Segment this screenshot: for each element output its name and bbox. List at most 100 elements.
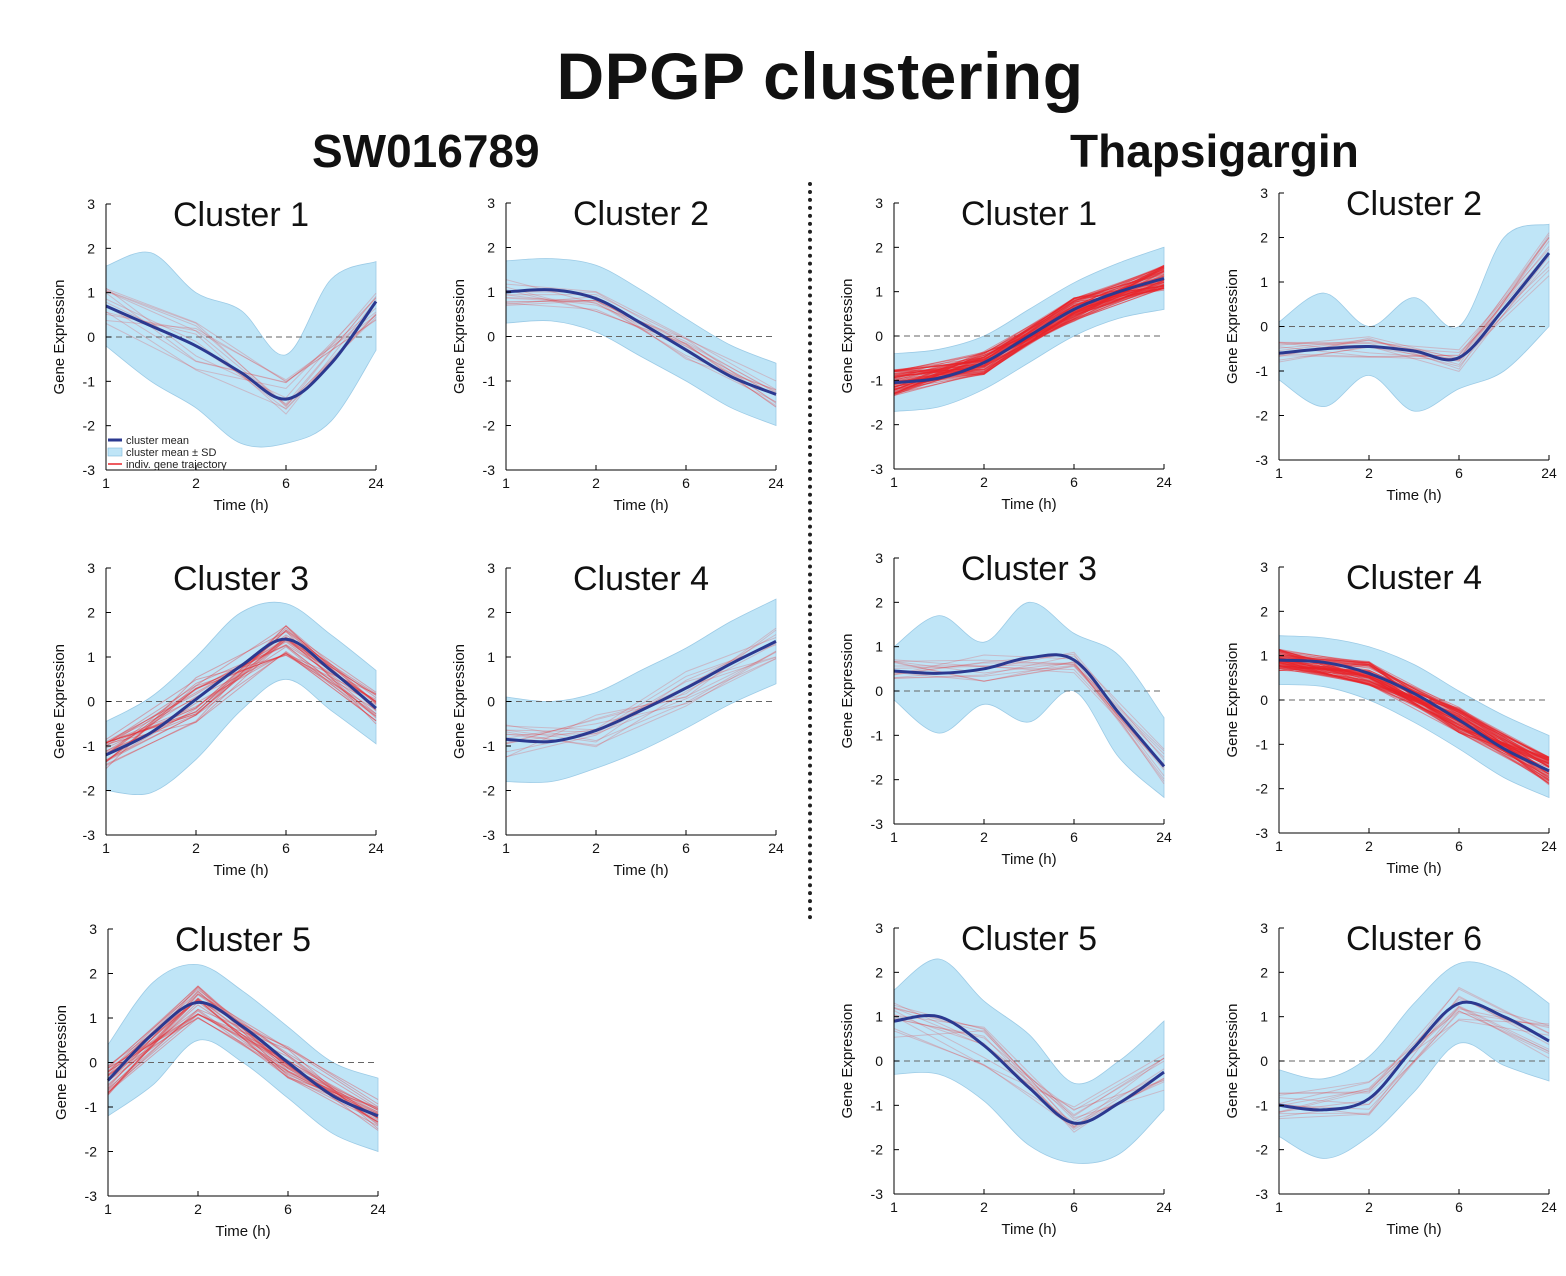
y-tick-label: 3 <box>87 196 95 212</box>
gene-trajectory <box>107 993 379 1110</box>
x-tick-label: 1 <box>1275 465 1283 481</box>
y-tick-label: 3 <box>1260 185 1268 201</box>
x-axis-label: Time (h) <box>1001 851 1056 868</box>
gene-trajectory <box>1278 665 1550 766</box>
cluster-mean-line <box>505 640 777 744</box>
gene-trajectory <box>505 651 777 744</box>
gene-trajectory <box>893 265 1165 380</box>
gene-trajectory <box>893 273 1165 396</box>
gene-trajectory <box>893 278 1165 390</box>
gene-trajectory <box>505 291 777 403</box>
gene-trajectory <box>105 297 377 405</box>
gene-trajectory <box>105 653 377 763</box>
gene-trajectory <box>105 624 377 766</box>
gene-trajectory <box>505 644 777 733</box>
gene-trajectory <box>893 275 1165 375</box>
y-tick-label: 2 <box>487 240 495 256</box>
gene-trajectory <box>1278 664 1550 761</box>
gene-trajectory <box>893 277 1165 371</box>
gene-trajectory <box>893 287 1165 375</box>
gene-trajectory <box>893 266 1165 394</box>
gene-trajectory <box>893 660 1165 782</box>
sd-band <box>107 963 379 1153</box>
gene-trajectory <box>505 658 777 736</box>
y-tick-label: -2 <box>871 772 884 788</box>
gene-trajectory <box>505 283 777 390</box>
x-tick-label: 24 <box>1156 829 1172 845</box>
y-tick-label: 2 <box>1260 230 1268 246</box>
gene-trajectory <box>893 285 1165 374</box>
y-tick-label: -1 <box>871 372 884 388</box>
y-tick-label: -3 <box>85 1188 98 1204</box>
x-axis-label: Time (h) <box>613 497 668 514</box>
gene-trajectory <box>893 659 1165 766</box>
y-tick-label: 3 <box>1260 920 1268 936</box>
gene-trajectory <box>107 997 379 1124</box>
y-axis-label: Gene Expression <box>1224 269 1241 384</box>
y-tick-label: 2 <box>875 594 883 610</box>
y-tick-label: -2 <box>1256 781 1269 797</box>
y-tick-label: 0 <box>1260 319 1268 335</box>
y-tick-label: -1 <box>85 1099 98 1115</box>
x-tick-label: 6 <box>284 1201 292 1217</box>
y-tick-label: -2 <box>871 1142 884 1158</box>
y-tick-label: 3 <box>1260 559 1268 575</box>
gene-trajectory <box>105 646 377 744</box>
y-tick-label: 2 <box>487 605 495 621</box>
y-tick-label: 2 <box>87 605 95 621</box>
gene-trajectory <box>893 267 1165 377</box>
gene-trajectory <box>505 296 777 391</box>
cluster-mean-line <box>105 637 377 757</box>
gene-trajectory <box>893 269 1165 373</box>
gene-trajectory <box>1278 665 1550 758</box>
y-tick-label: -3 <box>1256 452 1269 468</box>
sd-band <box>1278 223 1550 412</box>
gene-trajectory <box>1278 255 1550 372</box>
gene-trajectories <box>893 264 1165 396</box>
x-tick-label: 2 <box>592 475 600 491</box>
x-tick-label: 6 <box>682 475 690 491</box>
sd-band <box>105 251 377 448</box>
x-axis-label: Time (h) <box>613 862 668 879</box>
x-tick-label: 1 <box>890 829 898 845</box>
y-tick-label: -2 <box>1256 408 1269 424</box>
y-tick-label: 3 <box>875 920 883 936</box>
y-tick-label: -1 <box>83 738 96 754</box>
y-tick-label: -3 <box>1256 825 1269 841</box>
y-tick-label: -3 <box>1256 1186 1269 1202</box>
gene-trajectory <box>893 665 1165 768</box>
cluster-title: Cluster 5 <box>175 921 311 959</box>
gene-trajectory <box>893 282 1165 394</box>
gene-trajectory <box>107 992 379 1101</box>
cluster-panel: -3 -2 -1 0 1 2 3 1 2 6 24 Time (h) Gene Expression Cl… <box>839 550 1172 868</box>
y-tick-label: 1 <box>1260 274 1268 290</box>
gene-trajectory <box>1278 269 1550 360</box>
y-tick-label: 1 <box>1260 648 1268 664</box>
gene-trajectory <box>1278 248 1550 351</box>
gene-trajectory <box>105 287 377 399</box>
x-axis-label: Time (h) <box>1001 1221 1056 1238</box>
gene-trajectory <box>1278 660 1550 768</box>
gene-trajectory <box>1278 246 1550 359</box>
legend-label: indiv. gene trajectory <box>126 459 227 471</box>
y-tick-label: 0 <box>875 683 883 699</box>
gene-trajectory <box>505 651 777 746</box>
gene-trajectory <box>1278 666 1550 778</box>
gene-trajectory <box>893 663 1165 752</box>
y-tick-label: 3 <box>89 921 97 937</box>
x-tick-label: 2 <box>192 475 200 491</box>
gene-trajectory <box>1278 652 1550 762</box>
gene-trajectory <box>893 1008 1165 1128</box>
gene-trajectory <box>107 1013 379 1111</box>
gene-trajectory <box>893 287 1165 385</box>
gene-trajectory <box>1278 662 1550 775</box>
gene-trajectory <box>893 1017 1165 1116</box>
gene-trajectory <box>107 994 379 1120</box>
gene-trajectory <box>505 643 777 748</box>
gene-trajectory <box>1278 665 1550 774</box>
cluster-title: Cluster 3 <box>173 560 309 598</box>
y-tick-label: 3 <box>487 560 495 576</box>
y-tick-label: 1 <box>875 639 883 655</box>
gene-trajectory <box>505 296 777 394</box>
